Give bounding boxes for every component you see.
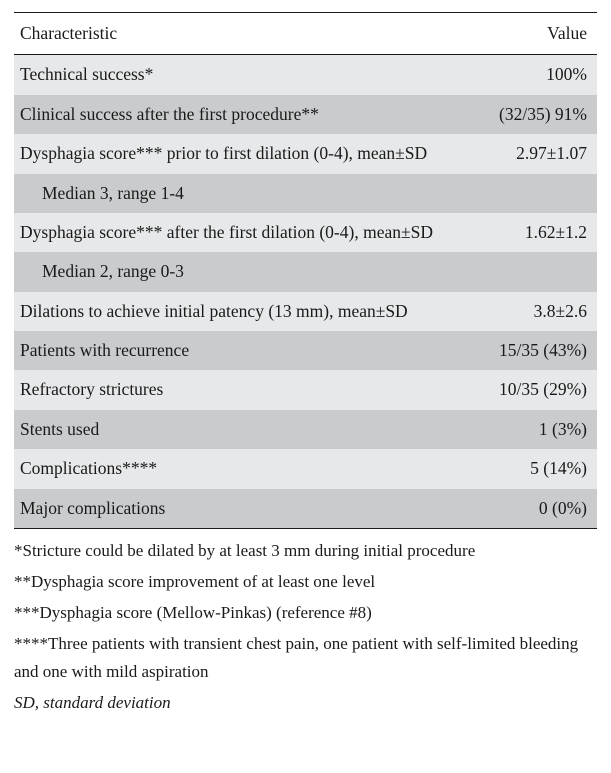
table-row: Median 2, range 0-3 [14,252,597,291]
footnotes: *Stricture could be dilated by at least … [14,529,597,716]
cell-characteristic: Technical success* [14,55,481,95]
table-body: Technical success*100%Clinical success a… [14,55,597,529]
footnote-line: ****Three patients with transient chest … [14,630,597,684]
cell-characteristic: Stents used [14,410,481,449]
header-characteristic: Characteristic [14,13,481,55]
cell-value: (32/35) 91% [481,95,597,134]
header-value: Value [481,13,597,55]
cell-value: 3.8±2.6 [481,292,597,331]
cell-value: 10/35 (29%) [481,370,597,409]
cell-characteristic: Patients with recurrence [14,331,481,370]
table-container: Characteristic Value Technical success*1… [0,0,611,734]
table-row: Dysphagia score*** prior to first dilati… [14,134,597,173]
table-row: Technical success*100% [14,55,597,95]
cell-characteristic: Clinical success after the first procedu… [14,95,481,134]
table-row: Complications****5 (14%) [14,449,597,488]
cell-value: 100% [481,55,597,95]
cell-value: 5 (14%) [481,449,597,488]
cell-value: 0 (0%) [481,489,597,529]
table-header-row: Characteristic Value [14,13,597,55]
footnote-abbr: SD, standard deviation [14,689,597,716]
cell-characteristic: Major complications [14,489,481,529]
results-table: Characteristic Value Technical success*1… [14,12,597,529]
table-row: Clinical success after the first procedu… [14,95,597,134]
cell-characteristic: Median 3, range 1-4 [14,174,481,213]
footnote-line: ***Dysphagia score (Mellow-Pinkas) (refe… [14,599,597,626]
table-row: Patients with recurrence15/35 (43%) [14,331,597,370]
table-row: Refractory strictures10/35 (29%) [14,370,597,409]
cell-value: 15/35 (43%) [481,331,597,370]
table-row: Dysphagia score*** after the first dilat… [14,213,597,252]
cell-value [481,252,597,291]
table-row: Stents used1 (3%) [14,410,597,449]
cell-characteristic: Dilations to achieve initial patency (13… [14,292,481,331]
cell-value [481,174,597,213]
cell-characteristic: Refractory strictures [14,370,481,409]
cell-value: 1 (3%) [481,410,597,449]
cell-value: 1.62±1.2 [481,213,597,252]
footnote-line: *Stricture could be dilated by at least … [14,537,597,564]
cell-characteristic: Complications**** [14,449,481,488]
table-row: Dilations to achieve initial patency (13… [14,292,597,331]
table-row: Median 3, range 1-4 [14,174,597,213]
footnote-line: **Dysphagia score improvement of at leas… [14,568,597,595]
table-row: Major complications0 (0%) [14,489,597,529]
cell-characteristic: Dysphagia score*** after the first dilat… [14,213,481,252]
cell-characteristic: Dysphagia score*** prior to first dilati… [14,134,481,173]
cell-characteristic: Median 2, range 0-3 [14,252,481,291]
cell-value: 2.97±1.07 [481,134,597,173]
